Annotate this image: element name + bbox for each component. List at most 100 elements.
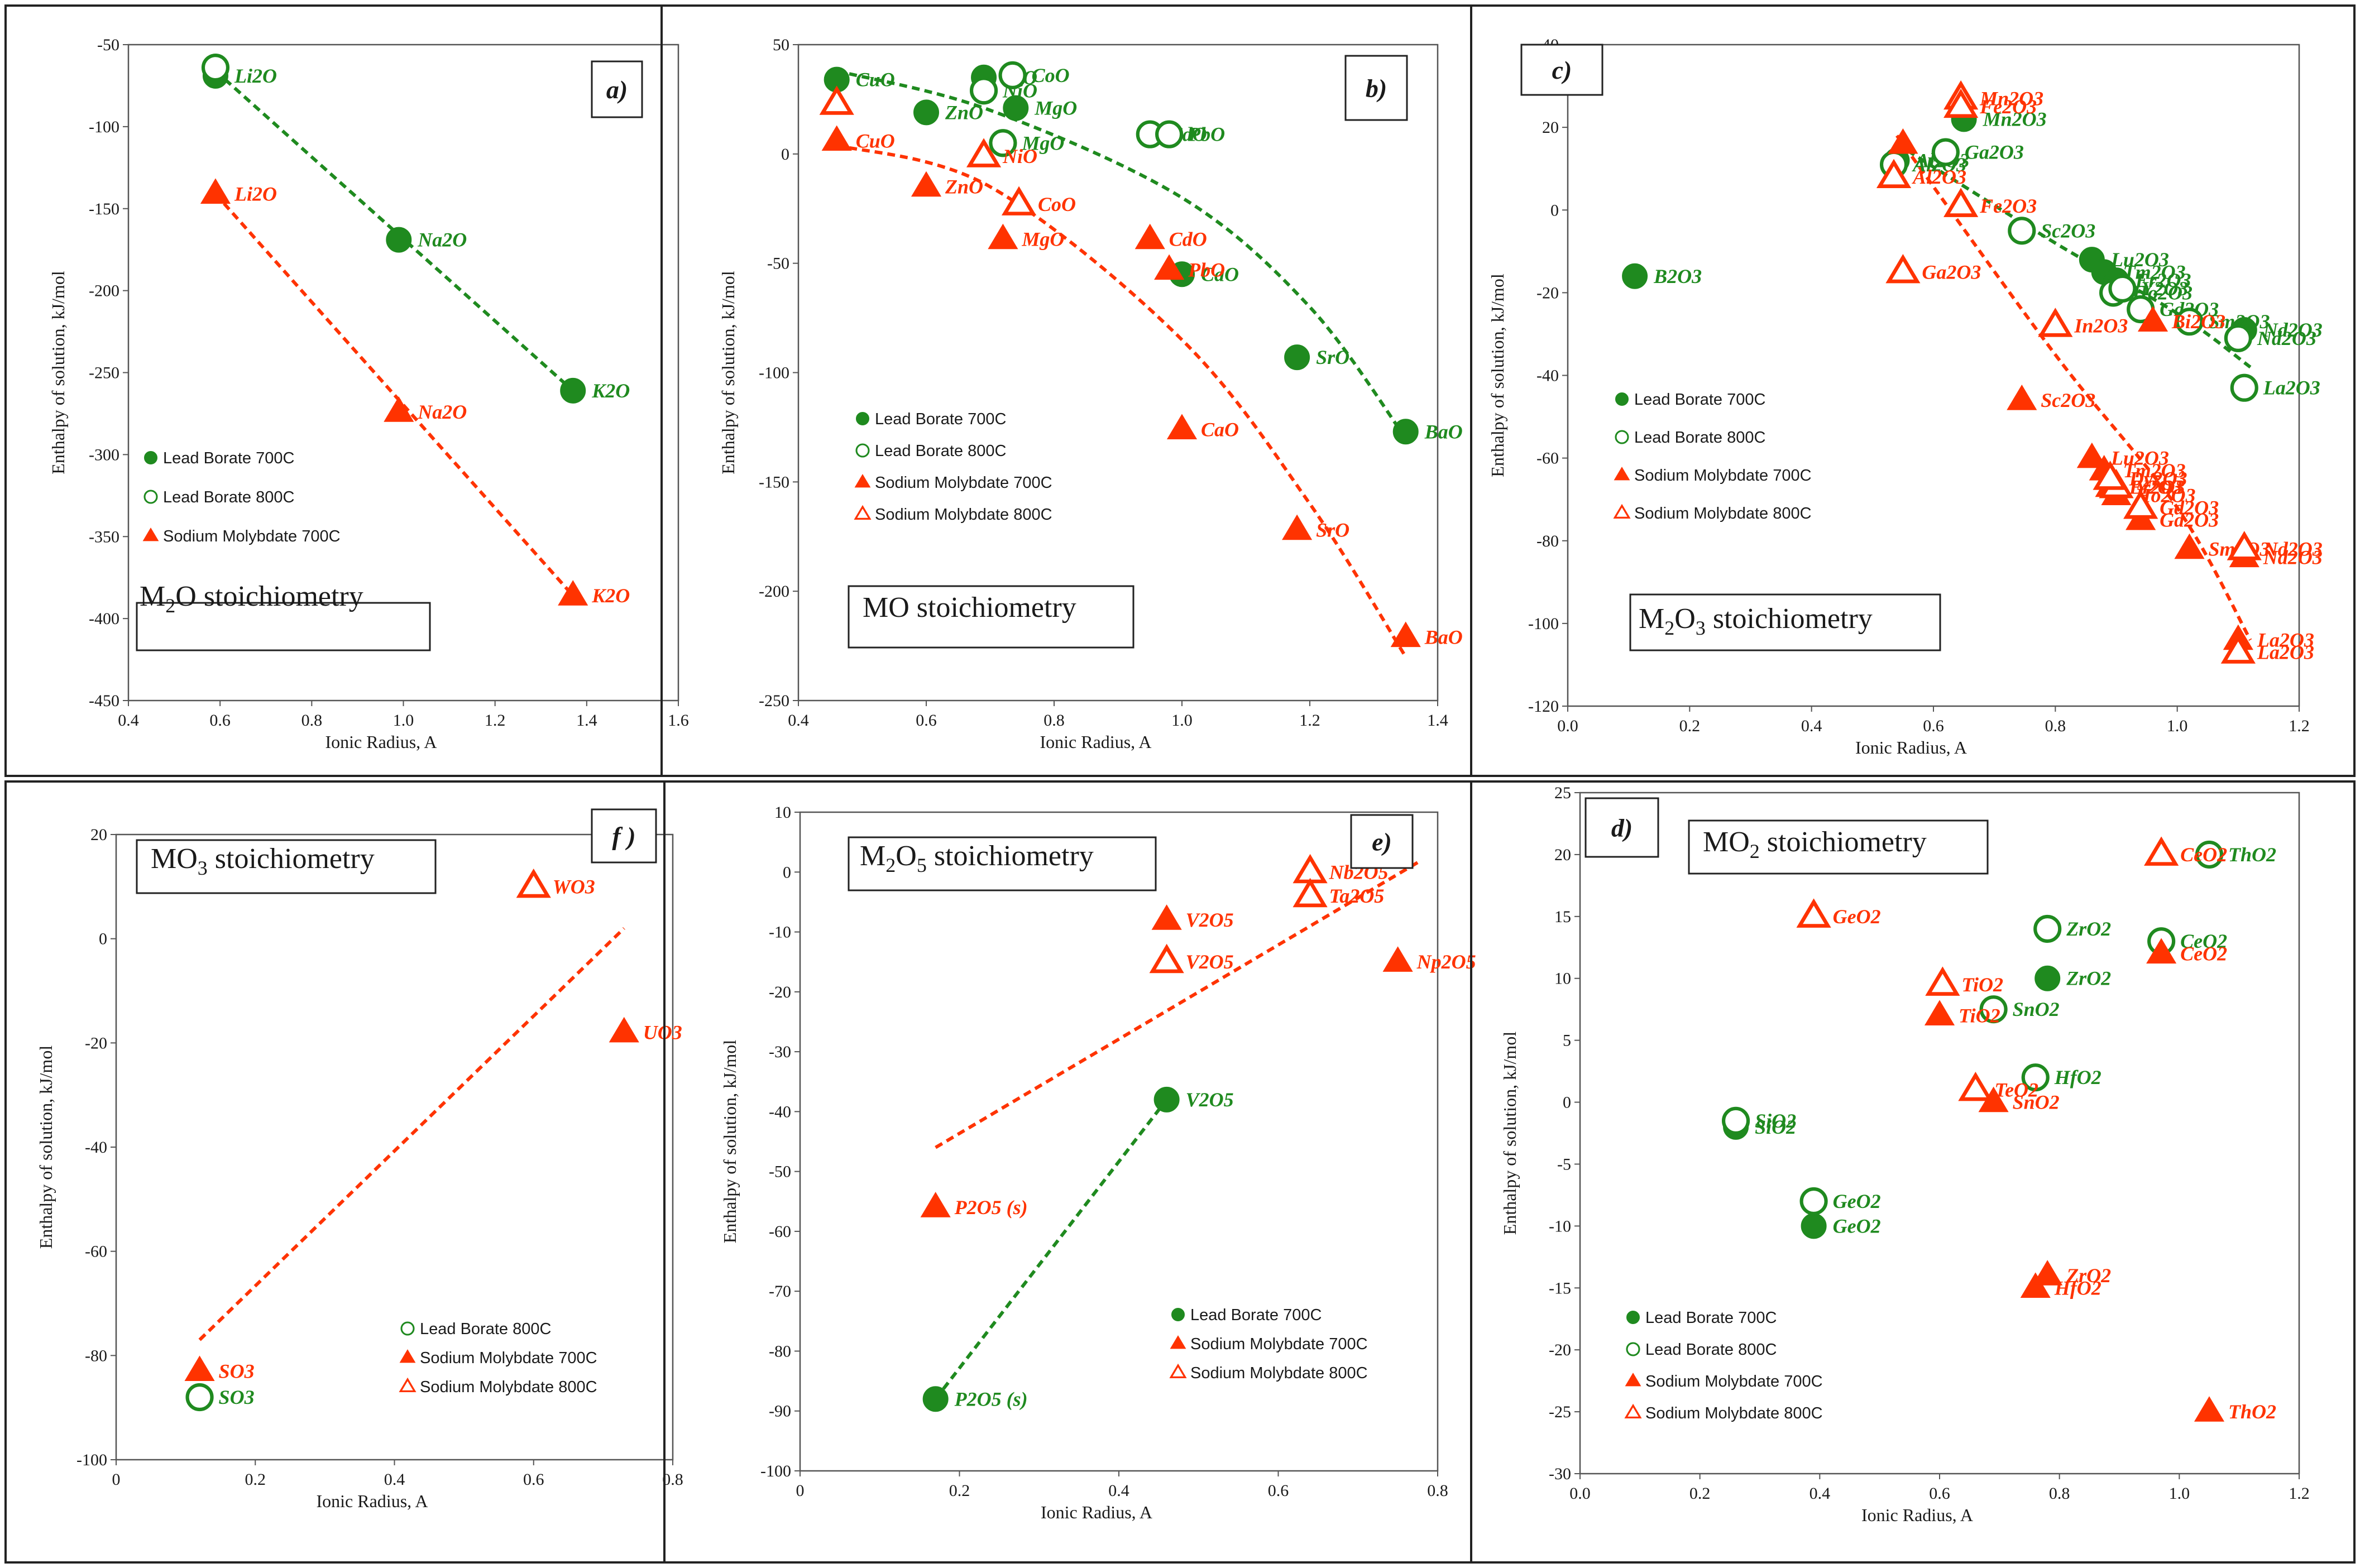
y-tick-label: -20 <box>85 1034 107 1052</box>
point-label: CaO <box>1201 418 1239 440</box>
point-lb800 <box>969 76 998 105</box>
point-label: Sc2O3 <box>2041 389 2095 411</box>
stoichiometry-box <box>1688 819 1989 875</box>
legend-marker-lb800 <box>855 443 870 458</box>
legend-label: Lead Borate 700C <box>1645 1309 1777 1327</box>
legend-label: Lead Borate 700C <box>163 449 294 467</box>
point-sm700 <box>2007 385 2037 410</box>
y-tick-label: 0 <box>781 145 789 164</box>
y-axis-label: Enthalpy of solution, kJ/mol <box>720 1040 740 1244</box>
panel-e: 0 0.2 0.4 0.6 0.8-100-90-80-70-60-50-40-30-2… <box>663 780 1476 1564</box>
x-tick-label: 0.2 <box>1689 1484 1711 1503</box>
point-lb700 <box>386 227 412 253</box>
x-tick-label: 0.2 <box>949 1481 970 1500</box>
panel-letter: c) <box>1552 56 1572 84</box>
point-label: CeO2 <box>2180 930 2227 952</box>
point-label: ZnO <box>945 101 983 123</box>
point-label: MgO <box>1034 97 1077 119</box>
point-sm800 <box>2123 490 2158 519</box>
point-lb800 <box>989 129 1017 157</box>
point-label: HfO2 <box>2054 1066 2101 1089</box>
point-lb800 <box>2230 373 2258 402</box>
point-sm700 <box>988 223 1018 250</box>
legend-marker-lb700 <box>1615 392 1629 406</box>
x-tick-label: 1.0 <box>393 711 414 730</box>
point-label: V2O5 <box>1186 909 1234 931</box>
point-label: ZnO <box>945 176 983 198</box>
x-tick-label: 0.2 <box>1679 717 1701 735</box>
fit-line-green <box>836 69 1408 439</box>
point-label: BaO <box>1424 420 1463 443</box>
legend-marker-lb800 <box>1615 430 1629 444</box>
y-tick-label: -10 <box>769 923 791 942</box>
point-label: Ta2O5 <box>1329 885 1385 907</box>
point-label: NiO <box>1002 145 1037 167</box>
y-tick-label: -150 <box>89 200 119 218</box>
point-sm700 <box>200 178 231 204</box>
x-tick-label: 1.0 <box>1171 711 1193 730</box>
panel-b: 0.4 0.6 0.8 1.0 1.2 1.4 -250 -200 -150 -100 -50 0 50… <box>660 4 1472 777</box>
y-tick-label: -90 <box>769 1402 791 1421</box>
point-label: ThO2 <box>2228 843 2276 866</box>
point-sm700 <box>2076 442 2107 468</box>
point-sm700 <box>2174 533 2205 559</box>
x-tick-label: 0.4 <box>118 711 139 730</box>
x-tick-label: 0.2 <box>245 1470 266 1489</box>
x-tick-label: 0.8 <box>662 1470 683 1489</box>
point-lb700 <box>1801 1213 1827 1239</box>
point-label: CaO <box>1201 263 1239 285</box>
point-label: P2O5 (s) <box>954 1196 1028 1219</box>
point-label: Y2O3 <box>2141 277 2188 300</box>
panel-letter: d) <box>1611 814 1633 842</box>
y-tick-label: -40 <box>1536 367 1559 385</box>
point-sm800 <box>1149 943 1184 974</box>
y-tick-label: -150 <box>759 473 789 491</box>
y-tick-label: -60 <box>769 1222 791 1241</box>
x-tick-label: 0.6 <box>1923 717 1944 735</box>
point-sm800 <box>516 868 551 898</box>
stoichiometry-box <box>136 602 431 651</box>
point-label: Ga2O3 <box>1965 141 2024 164</box>
panel-letter-box <box>1520 44 1603 96</box>
point-lb700 <box>560 377 586 404</box>
point-sm700 <box>184 1355 215 1382</box>
point-sm800 <box>1796 898 1831 928</box>
x-tick-label: 1.0 <box>2169 1484 2190 1503</box>
y-tick-label: -40 <box>769 1102 791 1121</box>
legend-marker-sm700 <box>854 474 871 488</box>
point-sm700 <box>1151 904 1182 930</box>
x-axis-label: Ionic Radius, A <box>317 1491 428 1511</box>
legend-label: Lead Borate 800C <box>1634 429 1765 447</box>
y-tick-label: -400 <box>89 610 119 628</box>
point-label: Na2O <box>417 401 467 423</box>
fit-line-red <box>836 143 1408 658</box>
point-label: SiO2 <box>1755 1116 1796 1138</box>
point-label: CoO <box>1038 193 1076 215</box>
point-lb700 <box>1284 344 1310 371</box>
point-label: Ta2O5 <box>1329 885 1385 907</box>
y-tick-label: -25 <box>1549 1403 1571 1421</box>
y-tick-label: -80 <box>1536 532 1559 550</box>
point-lb800 <box>2224 324 2252 352</box>
point-label: MgO <box>1021 228 1064 251</box>
legend-label: Sodium Molybdate 800C <box>420 1378 597 1396</box>
point-lb800 <box>201 54 230 82</box>
legend-label: Lead Borate 700C <box>1634 391 1765 409</box>
point-lb800 <box>2033 914 2062 943</box>
point-label: TiO2 <box>1961 974 2003 996</box>
y-tick-label: 20 <box>90 826 107 844</box>
point-label: Tm2O3 <box>2123 459 2186 482</box>
point-lb800 <box>2175 308 2204 336</box>
panel-frame <box>1470 780 2356 1564</box>
point-sm700 <box>1166 414 1198 440</box>
panel-letter-box <box>1344 55 1408 121</box>
point-label: Mn2O3 <box>1979 87 2043 109</box>
legend-marker-sm800 <box>854 505 872 520</box>
x-axis-label: Ionic Radius, A <box>1041 1502 1152 1522</box>
point-label: CuO <box>856 69 895 91</box>
point-label: La2O3 <box>2257 641 2314 664</box>
x-tick-label: 1.2 <box>2289 717 2310 735</box>
y-tick-label: -30 <box>769 1043 791 1061</box>
point-sm700 <box>1924 1000 1955 1025</box>
